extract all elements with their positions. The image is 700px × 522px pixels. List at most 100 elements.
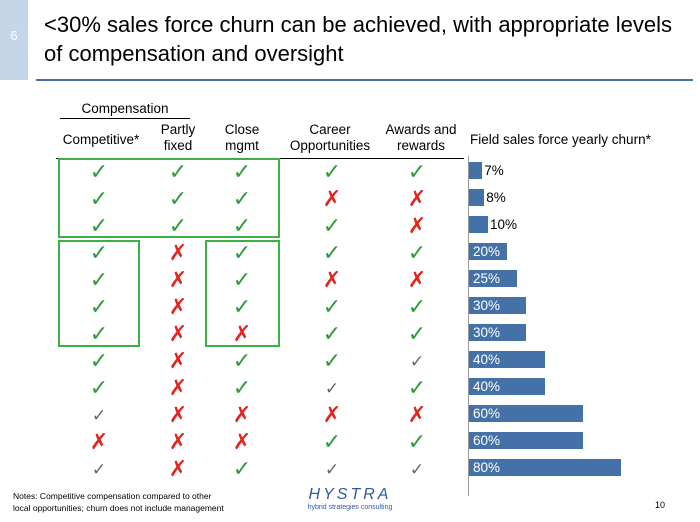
col-header-awards-rewards: Awards and rewards	[385, 122, 457, 153]
cross-icon: ✗	[168, 376, 188, 401]
bar-value-label: 60%	[473, 433, 501, 448]
check-icon: ✓	[168, 187, 188, 212]
cross-icon: ✗	[89, 430, 109, 455]
col-header-close-mgmt: Close mgmt	[224, 122, 260, 153]
check-icon: ✓	[407, 322, 427, 347]
cross-icon: ✗	[407, 268, 427, 293]
churn-bar	[469, 324, 526, 341]
cross-icon: ✗	[168, 241, 188, 266]
churn-bar	[469, 405, 583, 422]
churn-bar	[469, 216, 488, 233]
cross-icon: ✗	[168, 322, 188, 347]
bar-value-label: 40%	[473, 352, 501, 367]
check-icon: ✓	[89, 349, 109, 374]
check-icon: ✓	[322, 295, 342, 320]
highlight-box-top	[58, 158, 280, 238]
slide-title: <30% sales force churn can be achieved, …	[44, 12, 672, 66]
bar-value-label: 60%	[473, 406, 501, 421]
bar-value-label: 30%	[473, 298, 501, 313]
check-icon: ✓	[232, 241, 252, 266]
check-icon: ✓	[407, 376, 427, 401]
footnote-line-1: Notes: Competitive compensation compared…	[13, 491, 212, 501]
check-icon: ✓	[168, 160, 188, 185]
bar-value-label: 20%	[473, 244, 501, 259]
check-icon: ✓	[232, 268, 252, 293]
cross-icon: ✗	[407, 214, 427, 239]
churn-bar	[469, 189, 485, 206]
partial-check-icon: ✓	[409, 460, 425, 480]
check-icon: ✓	[89, 295, 109, 320]
check-icon: ✓	[89, 322, 109, 347]
churn-bar	[469, 297, 526, 314]
check-icon: ✓	[232, 187, 252, 212]
page-number: 10	[655, 500, 666, 510]
bar-value-label: 8%	[486, 190, 506, 205]
compensation-group-header: Compensation	[81, 101, 169, 116]
chart-axis	[468, 156, 469, 496]
check-icon: ✓	[232, 160, 252, 185]
check-icon: ✓	[322, 214, 342, 239]
slide-number: 6	[0, 0, 28, 80]
churn-bar	[469, 378, 545, 395]
check-icon: ✓	[322, 322, 342, 347]
check-icon: ✓	[89, 187, 109, 212]
check-icon: ✓	[407, 241, 427, 266]
col-header-career-opportunities: Career Opportunities	[289, 122, 371, 153]
cross-icon: ✗	[168, 349, 188, 374]
cross-icon: ✗	[407, 187, 427, 212]
cross-icon: ✗	[168, 268, 188, 293]
col-header-partly-fixed: Partly fixed	[160, 122, 196, 153]
check-icon: ✓	[232, 295, 252, 320]
partial-check-icon: ✓	[324, 379, 340, 399]
title-divider	[36, 79, 693, 81]
check-icon: ✓	[232, 376, 252, 401]
bar-value-label: 25%	[473, 271, 501, 286]
footnote-line-2: local opportunities; churn does not incl…	[13, 503, 224, 513]
check-icon: ✓	[232, 214, 252, 239]
check-icon: ✓	[322, 160, 342, 185]
partial-check-icon: ✓	[91, 460, 107, 480]
check-icon: ✓	[407, 430, 427, 455]
cross-icon: ✗	[322, 187, 342, 212]
cross-icon: ✗	[168, 295, 188, 320]
churn-bar	[469, 243, 507, 260]
cross-icon: ✗	[322, 403, 342, 428]
churn-bar	[469, 162, 483, 179]
cross-icon: ✗	[322, 268, 342, 293]
bar-value-label: 40%	[473, 379, 501, 394]
col-header-competitive: Competitive*	[62, 132, 140, 147]
check-icon: ✓	[322, 241, 342, 266]
bar-value-label: 7%	[484, 163, 504, 178]
cross-icon: ✗	[232, 322, 252, 347]
check-icon: ✓	[407, 295, 427, 320]
check-icon: ✓	[89, 214, 109, 239]
footnote: Notes: Competitive compensation compared…	[13, 490, 263, 514]
cross-icon: ✗	[168, 457, 188, 482]
check-icon: ✓	[89, 268, 109, 293]
cross-icon: ✗	[407, 403, 427, 428]
cross-icon: ✗	[168, 403, 188, 428]
check-icon: ✓	[168, 214, 188, 239]
bar-value-label: 10%	[490, 217, 518, 232]
logo-tagline: hybrid strategies consulting	[307, 504, 393, 511]
churn-bar	[469, 459, 621, 476]
logo-wordmark: HYSTRA	[308, 486, 392, 503]
bar-value-label: 30%	[473, 325, 501, 340]
cross-icon: ✗	[168, 430, 188, 455]
churn-bar	[469, 270, 517, 287]
partial-check-icon: ✓	[91, 406, 107, 426]
compensation-underline	[60, 118, 190, 119]
partial-check-icon: ✓	[409, 352, 425, 372]
cross-icon: ✗	[232, 430, 252, 455]
check-icon: ✓	[89, 241, 109, 266]
check-icon: ✓	[89, 376, 109, 401]
highlight-box-close-mgmt	[205, 240, 280, 347]
hystra-logo: HYSTRA hybrid strategies consulting	[290, 487, 410, 512]
bar-value-label: 80%	[473, 460, 501, 475]
check-icon: ✓	[407, 160, 427, 185]
check-icon: ✓	[89, 160, 109, 185]
check-icon: ✓	[322, 430, 342, 455]
check-icon: ✓	[232, 349, 252, 374]
churn-bar	[469, 432, 583, 449]
chart-title: Field sales force yearly churn*	[470, 132, 651, 147]
